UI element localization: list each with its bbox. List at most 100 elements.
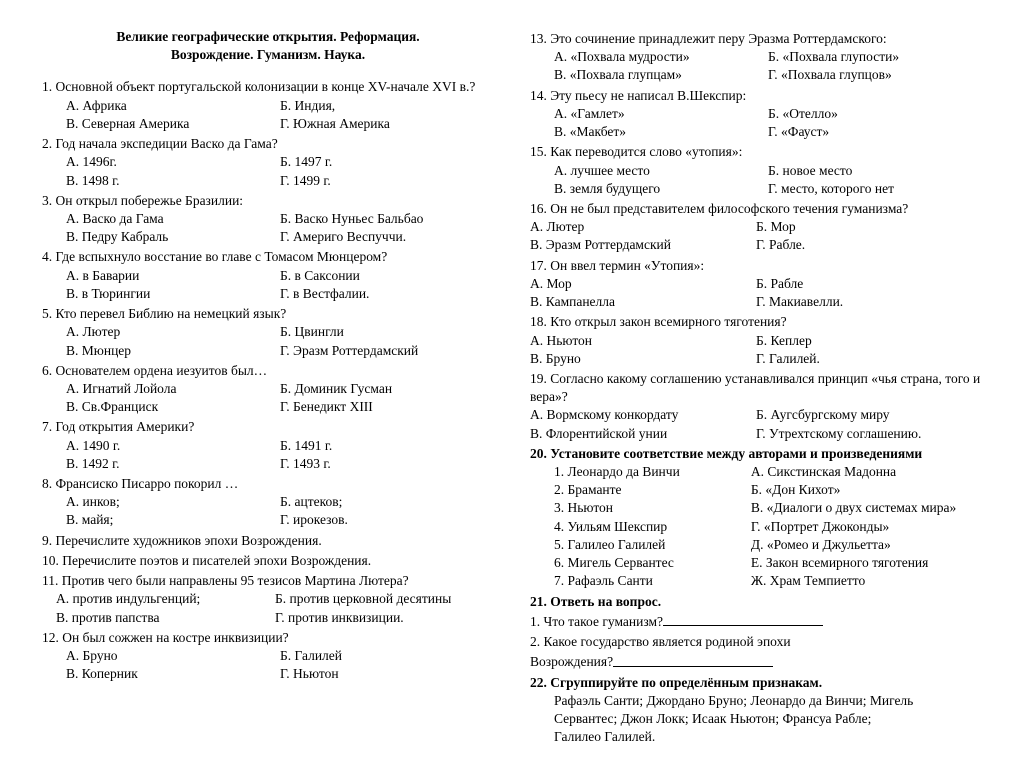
option: Б. Доминик Гусман [280, 380, 494, 398]
option: Г. ирокезов. [280, 511, 494, 529]
question-2-options: А. 1496г. Б. 1497 г. В. 1498 г. Г. 1499 … [42, 153, 494, 189]
left-column: Великие географические открытия. Реформа… [42, 28, 494, 747]
question-17-options: А. Мор Б. Рабле В. Кампанелла Г. Макиаве… [530, 275, 982, 311]
match-left: 5. Галилео Галилей [554, 536, 751, 554]
option: Г. Макиавелли. [756, 293, 982, 311]
option: Б. 1497 г. [280, 153, 494, 171]
question-21-sub2a: 2. Какое государство является родиной эп… [530, 633, 982, 651]
option: Б. «Отелло» [768, 105, 982, 123]
option: В. Св.Франциск [66, 398, 280, 416]
question-19: 19. Согласно какому соглашению устанавли… [530, 370, 982, 406]
option: А. против индульгенций; [56, 590, 275, 608]
match-left: 3. Ньютон [554, 499, 751, 517]
question-2: 2. Год начала экспедиции Васко да Гама? [42, 135, 494, 153]
option: В. Флорентийской унии [530, 425, 756, 443]
option: В. земля будущего [554, 180, 768, 198]
option: Г. Галилей. [756, 350, 982, 368]
option: В. в Тюрингии [66, 285, 280, 303]
option: Г. Ньютон [280, 665, 494, 683]
option: Г. Америго Веспуччи. [280, 228, 494, 246]
match-row: 5. Галилео ГалилейД. «Ромео и Джульетта» [530, 536, 982, 554]
option: А. Бруно [66, 647, 280, 665]
option: А. Ньютон [530, 332, 756, 350]
question-22: 22. Сгруппируйте по определённым признак… [530, 674, 982, 692]
option: В. «Похвала глупцам» [554, 66, 768, 84]
text-line: Рафаэль Санти; Джордано Бруно; Леонардо … [554, 692, 982, 710]
blank-line [613, 653, 773, 666]
match-row: 3. НьютонВ. «Диалоги о двух системах мир… [530, 499, 982, 517]
match-right: Г. «Портрет Джоконды» [751, 518, 982, 536]
option: Г. Бенедикт XIII [280, 398, 494, 416]
option: А. лучшее место [554, 162, 768, 180]
question-21-sub1-text: 1. Что такое гуманизм? [530, 614, 663, 629]
question-4-options: А. в Баварии Б. в Саксонии В. в Тюрингии… [42, 267, 494, 303]
question-1-options: А. Африка Б. Индия, В. Северная Америка … [42, 97, 494, 133]
question-16-options: А. Лютер Б. Мор В. Эразм Роттердамский Г… [530, 218, 982, 254]
question-13-options: А. «Похвала мудрости» Б. «Похвала глупос… [530, 48, 982, 84]
match-left: 6. Мигель Сервантес [554, 554, 751, 572]
question-16: 16. Он не был представителем философског… [530, 200, 982, 218]
option: Г. Рабле. [756, 236, 982, 254]
match-right: А. Сикстинская Мадонна [751, 463, 982, 481]
option: В. Мюнцер [66, 342, 280, 360]
question-21-sub2b-text: Возрождения? [530, 655, 613, 670]
option: Б. Кеплер [756, 332, 982, 350]
option: В. 1498 г. [66, 172, 280, 190]
option: А. Вормскому конкордату [530, 406, 756, 424]
option: А. Африка [66, 97, 280, 115]
question-3: 3. Он открыл побережье Бразилии: [42, 192, 494, 210]
option: Б. Мор [756, 218, 982, 236]
match-row: 2. БрамантеБ. «Дон Кихот» [530, 481, 982, 499]
option: В. «Макбет» [554, 123, 768, 141]
question-14-options: А. «Гамлет» Б. «Отелло» В. «Макбет» Г. «… [530, 105, 982, 141]
option: А. Игнатий Лойола [66, 380, 280, 398]
page-title: Великие географические открытия. Реформа… [42, 28, 494, 64]
option: В. Эразм Роттердамский [530, 236, 756, 254]
match-row: 7. Рафаэль СантиЖ. Храм Темпиетто [530, 572, 982, 590]
question-12-options: А. Бруно Б. Галилей В. Коперник Г. Ньюто… [42, 647, 494, 683]
title-line-1: Великие географические открытия. Реформа… [42, 28, 494, 46]
match-right: Е. Закон всемирного тяготения [751, 554, 982, 572]
option: В. против папства [56, 609, 275, 627]
question-10: 10. Перечислите поэтов и писателей эпохи… [42, 552, 494, 570]
option: Б. Васко Нуньес Бальбао [280, 210, 494, 228]
option: Б. Рабле [756, 275, 982, 293]
question-20: 20. Установите соответствие между автора… [530, 445, 982, 463]
option: Б. «Похвала глупости» [768, 48, 982, 66]
right-column: 13. Это сочинение принадлежит перу Эразм… [530, 28, 982, 747]
option: А. Лютер [66, 323, 280, 341]
option: В. Коперник [66, 665, 280, 683]
match-left: 1. Леонардо да Винчи [554, 463, 751, 481]
option: А. 1490 г. [66, 437, 280, 455]
question-4: 4. Где вспыхнуло восстание во главе с То… [42, 248, 494, 266]
option: Б. Аугсбургскому миру [756, 406, 982, 424]
match-left: 2. Браманте [554, 481, 751, 499]
match-row: 6. Мигель Сервантес Е. Закон всемирного … [530, 554, 982, 572]
match-right: Б. «Дон Кихот» [751, 481, 982, 499]
option: Б. Цвингли [280, 323, 494, 341]
option: А. Мор [530, 275, 756, 293]
question-15: 15. Как переводится слово «утопия»: [530, 143, 982, 161]
question-13: 13. Это сочинение принадлежит перу Эразм… [530, 30, 982, 48]
option: Б. 1491 г. [280, 437, 494, 455]
question-8: 8. Франсиско Писарро покорил … [42, 475, 494, 493]
question-11: 11. Против чего были направлены 95 тезис… [42, 572, 494, 590]
option: А. «Гамлет» [554, 105, 768, 123]
option: Б. новое место [768, 162, 982, 180]
option: А. инков; [66, 493, 280, 511]
question-21-sub1: 1. Что такое гуманизм? [530, 613, 982, 631]
text-line: Галилео Галилей. [554, 728, 982, 746]
option: А. Васко да Гама [66, 210, 280, 228]
question-8-options: А. инков; Б. ацтеков; В. майя; Г. ирокез… [42, 493, 494, 529]
question-5-options: А. Лютер Б. Цвингли В. Мюнцер Г. Эразм Р… [42, 323, 494, 359]
worksheet-page: Великие географические открытия. Реформа… [42, 28, 982, 747]
option: Г. Эразм Роттердамский [280, 342, 494, 360]
question-11-options: А. против индульгенций; Б. против церков… [42, 590, 494, 626]
question-19-options: А. Вормскому конкордату Б. Аугсбургскому… [530, 406, 982, 442]
option: Г. Южная Америка [280, 115, 494, 133]
option: В. Бруно [530, 350, 756, 368]
match-row: 4. Уильям ШекспирГ. «Портрет Джоконды» [530, 518, 982, 536]
question-18-options: А. Ньютон Б. Кеплер В. Бруно Г. Галилей. [530, 332, 982, 368]
option: В. майя; [66, 511, 280, 529]
option: Г. место, которого нет [768, 180, 982, 198]
